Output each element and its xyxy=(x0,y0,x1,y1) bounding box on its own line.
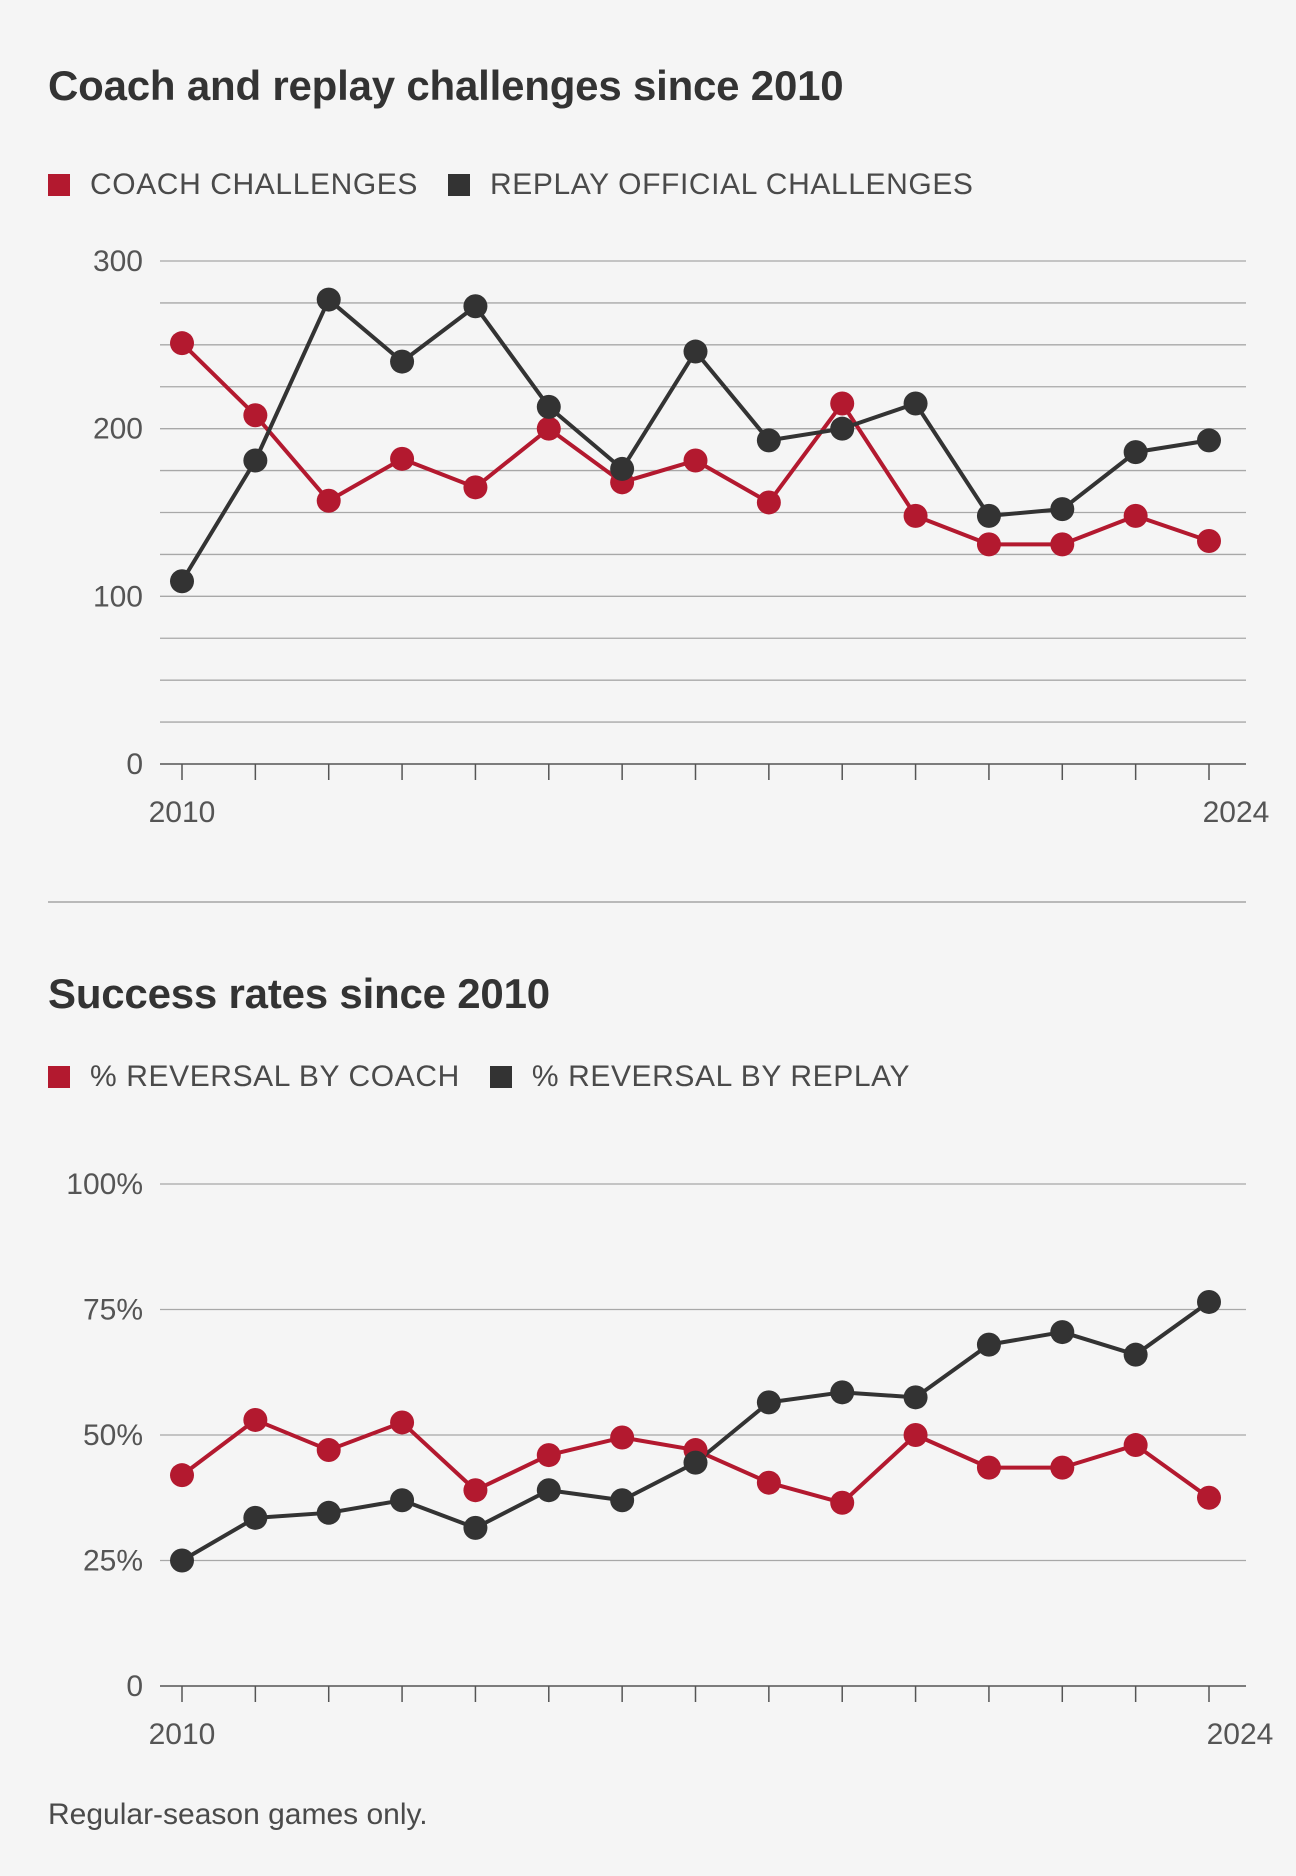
data-point-replay xyxy=(536,1478,561,1503)
data-point-replay xyxy=(170,569,194,594)
data-point-coach xyxy=(316,1438,341,1463)
data-point-replay xyxy=(683,339,708,364)
data-point-coach xyxy=(390,1410,415,1435)
y-tick-label: 100 xyxy=(93,580,143,613)
footnote: Regular-season games only. xyxy=(48,1798,428,1831)
challenges-line-chart: 0 100 200 300 2010 2024 xyxy=(93,245,1270,829)
data-point-coach xyxy=(536,416,561,441)
data-point-replay xyxy=(316,287,341,312)
x-tick-label: 2024 xyxy=(1207,1718,1274,1751)
legend-item-coach-challenges: COACH CHALLENGES xyxy=(48,168,418,202)
data-point-replay xyxy=(830,416,855,441)
data-point-coach xyxy=(463,475,488,500)
chart-1-title: Coach and replay challenges since 2010 xyxy=(48,62,844,109)
legend-label-reversal-replay: % REVERSAL BY REPLAY xyxy=(531,1060,911,1093)
data-point-replay xyxy=(976,503,1001,528)
legend-item-reversal-replay: % REVERSAL BY REPLAY xyxy=(489,1060,911,1094)
y-tick-label: 0 xyxy=(126,748,143,781)
data-point-coach xyxy=(903,1423,928,1447)
data-point-replay xyxy=(170,1548,194,1573)
section-divider xyxy=(48,901,1246,903)
data-point-coach xyxy=(170,1463,194,1488)
data-point-coach xyxy=(170,331,194,356)
data-point-replay xyxy=(390,349,415,374)
legend-swatch-coach xyxy=(48,174,70,196)
legend-label-reversal-coach: % REVERSAL BY COACH xyxy=(90,1060,460,1093)
data-point-replay xyxy=(683,1450,708,1475)
data-point-replay xyxy=(243,448,268,473)
data-point-coach xyxy=(463,1478,488,1503)
chart-2-legend: % REVERSAL BY COACH % REVERSAL BY REPLAY xyxy=(48,1060,940,1094)
legend-swatch-replay xyxy=(489,1066,512,1088)
data-point-replay xyxy=(463,1515,488,1540)
data-point-replay xyxy=(1123,440,1148,465)
y-tick-label: 75% xyxy=(83,1294,143,1327)
x-tick-label: 2024 xyxy=(1203,796,1270,829)
data-point-coach xyxy=(756,1470,781,1495)
data-point-coach xyxy=(830,1490,855,1515)
legend-item-reversal-coach: % REVERSAL BY COACH xyxy=(48,1060,460,1094)
data-point-replay xyxy=(903,1385,928,1410)
data-point-coach xyxy=(976,532,1001,557)
data-point-coach xyxy=(1050,1455,1075,1480)
data-point-coach xyxy=(756,490,781,515)
data-point-replay xyxy=(1050,497,1075,522)
data-point-coach xyxy=(1050,532,1075,557)
data-point-coach xyxy=(683,448,708,473)
data-point-replay xyxy=(1197,428,1221,453)
data-point-coach xyxy=(1123,1433,1148,1458)
data-point-coach xyxy=(976,1455,1001,1480)
data-point-coach xyxy=(830,391,855,416)
data-point-coach xyxy=(903,503,928,528)
data-point-coach xyxy=(610,1425,635,1450)
y-tick-label: 200 xyxy=(93,413,143,446)
success-rates-line-chart: 0 25% 50% 75% 100% 2010 2024 xyxy=(66,1168,1274,1751)
data-point-replay xyxy=(536,394,561,419)
data-point-replay xyxy=(903,391,928,416)
data-point-replay xyxy=(1050,1320,1075,1345)
data-point-coach xyxy=(243,403,268,428)
data-point-replay xyxy=(1197,1289,1221,1314)
x-tick-label: 2010 xyxy=(149,1718,216,1751)
legend-swatch-coach xyxy=(48,1066,70,1088)
x-tick-label: 2010 xyxy=(149,796,216,829)
legend-label-replay-challenges: REPLAY OFFICIAL CHALLENGES xyxy=(490,168,974,201)
legend-label-coach-challenges: COACH CHALLENGES xyxy=(90,168,419,201)
data-point-replay xyxy=(610,1488,635,1513)
legend-swatch-replay xyxy=(448,174,471,196)
data-point-replay xyxy=(610,456,635,481)
y-tick-label: 0 xyxy=(126,1670,143,1703)
data-point-replay xyxy=(756,428,781,453)
data-point-coach xyxy=(390,446,415,471)
data-point-coach xyxy=(243,1407,268,1432)
data-point-coach xyxy=(1123,503,1148,528)
data-point-replay xyxy=(463,294,488,319)
chart-1-legend: COACH CHALLENGES REPLAY OFFICIAL CHALLEN… xyxy=(48,168,1004,202)
data-point-replay xyxy=(316,1500,341,1525)
data-point-replay xyxy=(243,1505,268,1530)
y-tick-label: 300 xyxy=(93,245,143,278)
data-point-coach xyxy=(1197,1485,1221,1510)
y-tick-label: 50% xyxy=(83,1419,143,1452)
data-point-replay xyxy=(976,1332,1001,1357)
data-point-coach xyxy=(316,488,341,513)
data-point-coach xyxy=(1197,529,1221,554)
data-point-coach xyxy=(536,1443,561,1468)
data-point-replay xyxy=(390,1488,415,1513)
data-point-replay xyxy=(830,1380,855,1405)
chart-2-title: Success rates since 2010 xyxy=(48,970,550,1017)
y-tick-label: 100% xyxy=(66,1168,143,1201)
data-point-replay xyxy=(1123,1342,1148,1367)
legend-item-replay-challenges: REPLAY OFFICIAL CHALLENGES xyxy=(448,168,974,202)
data-point-replay xyxy=(756,1390,781,1415)
y-tick-label: 25% xyxy=(83,1545,143,1578)
